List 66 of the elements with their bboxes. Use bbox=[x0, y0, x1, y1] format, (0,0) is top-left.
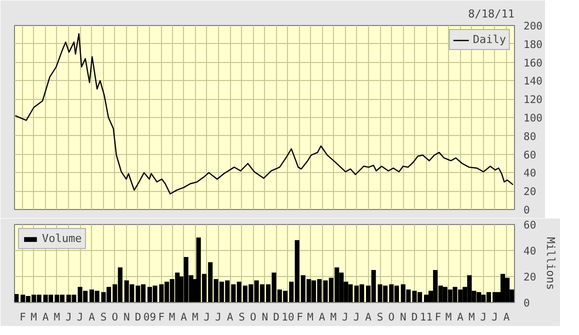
x-tick-label: F bbox=[158, 312, 165, 324]
x-tick-label: A bbox=[226, 312, 234, 324]
x-tick-label: 11 bbox=[420, 312, 433, 324]
legend-label: Daily bbox=[472, 33, 506, 46]
x-tick-label: F bbox=[20, 312, 26, 324]
x-tick-label: A bbox=[42, 312, 50, 324]
x-tick-label: J bbox=[215, 312, 222, 324]
y-tick-label: 80 bbox=[524, 130, 536, 143]
x-tick-label: J bbox=[76, 312, 84, 324]
x-tick-label: M bbox=[168, 312, 176, 324]
x-tick-label: N bbox=[262, 312, 268, 324]
x-tick-label: S bbox=[100, 312, 107, 324]
x-tick-label: A bbox=[88, 312, 96, 324]
x-tick-label: N bbox=[400, 312, 406, 324]
x-tick-label: D bbox=[411, 312, 418, 324]
x-tick-label: A bbox=[457, 312, 464, 324]
y-tick-label: 40 bbox=[524, 246, 536, 258]
x-tick-label: J bbox=[66, 312, 72, 324]
bar bbox=[500, 274, 506, 302]
y-tick-label: 160 bbox=[524, 57, 542, 70]
x-tick-label: D bbox=[134, 312, 142, 324]
y-tick-label: 0 bbox=[524, 298, 530, 310]
x-tick-label: M bbox=[468, 312, 475, 324]
x-tick-label: J bbox=[353, 312, 360, 324]
y-tick-label: 0 bbox=[524, 204, 530, 216]
x-tick-label: D bbox=[273, 312, 280, 324]
text: 8/18/11 bbox=[468, 8, 514, 20]
x-tick-label: M bbox=[330, 312, 337, 324]
x-tick-label: O bbox=[388, 312, 395, 324]
x-tick-label: J bbox=[480, 312, 487, 324]
x-tick-label: N bbox=[123, 312, 130, 324]
x-tick-label: J bbox=[342, 312, 348, 324]
x-tick-label: M bbox=[445, 312, 452, 324]
y-tick-label: 40 bbox=[524, 168, 536, 180]
y-tick-label: 180 bbox=[524, 38, 542, 51]
x-tick-label: F bbox=[434, 312, 442, 324]
y-axis-title: Millions bbox=[544, 237, 558, 290]
x-tick-label: A bbox=[503, 312, 510, 324]
bar bbox=[424, 294, 429, 302]
x-tick-label: A bbox=[318, 312, 326, 324]
y-tick-label: 200 bbox=[524, 20, 542, 32]
x-tick-label: M bbox=[192, 312, 198, 324]
y-tick-label: 100 bbox=[524, 112, 542, 124]
x-tick-label: S bbox=[376, 312, 384, 324]
x-tick-label: M bbox=[307, 312, 314, 324]
x-tick-label: M bbox=[54, 312, 60, 324]
x-tick-label: O bbox=[112, 312, 118, 324]
x-tick-label: J bbox=[204, 312, 210, 324]
y-tick-label: 60 bbox=[524, 149, 536, 162]
x-tick-label: O bbox=[250, 312, 256, 324]
y-tick-label: 20 bbox=[524, 272, 536, 284]
x-tick-label: S bbox=[238, 312, 245, 324]
line-series bbox=[14, 33, 514, 194]
x-tick-label: A bbox=[180, 312, 188, 324]
x-tick-label: M bbox=[30, 312, 37, 324]
x-tick-label: F bbox=[296, 312, 303, 324]
y-tick-label: 20 bbox=[524, 186, 536, 198]
x-tick-label: 09 bbox=[143, 312, 156, 324]
x-tick-label: J bbox=[492, 312, 498, 324]
y-tick-label: 120 bbox=[524, 94, 542, 106]
x-tick-label: 10 bbox=[282, 312, 294, 324]
legend-label: Volume bbox=[42, 232, 82, 245]
y-tick-label: 60 bbox=[524, 220, 536, 232]
x-tick-label: A bbox=[365, 312, 372, 324]
y-tick-label: 140 bbox=[524, 76, 542, 88]
bar bbox=[14, 294, 19, 302]
